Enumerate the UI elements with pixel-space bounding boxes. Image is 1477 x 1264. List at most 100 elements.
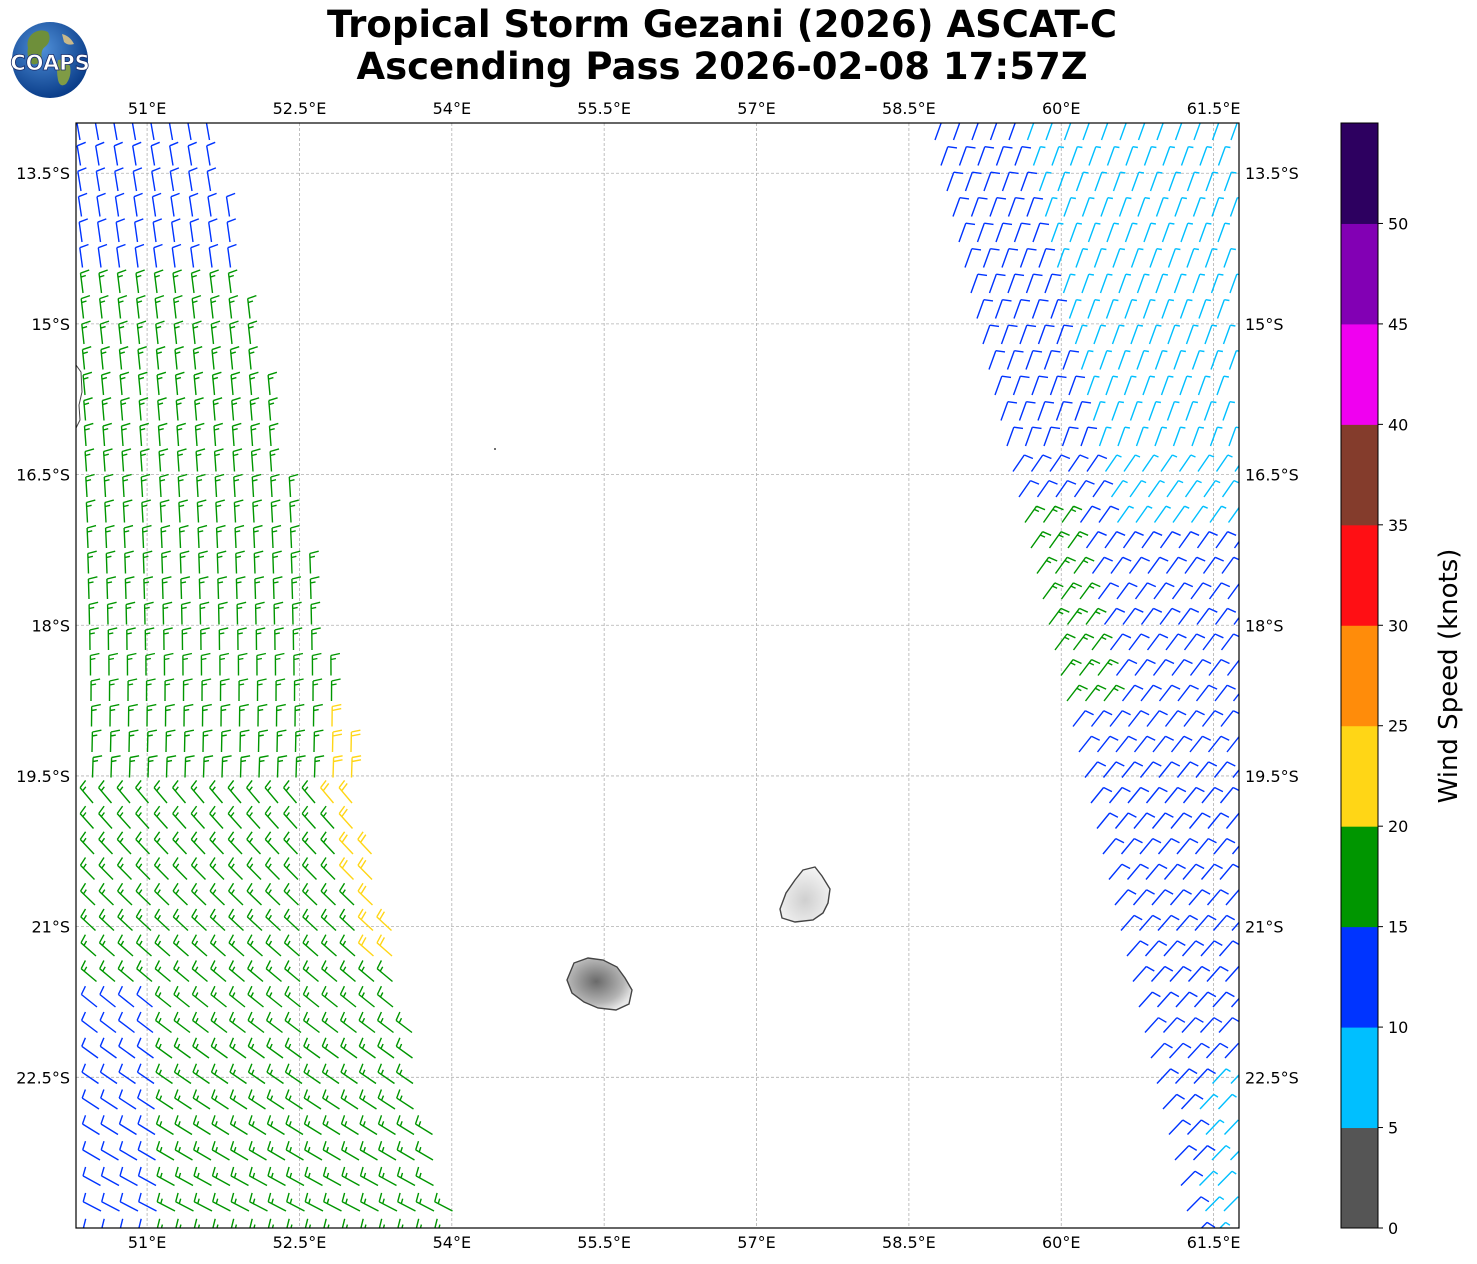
wind-barb [293, 652, 304, 676]
wind-barb [105, 550, 116, 574]
wind-barb [1229, 273, 1239, 294]
wind-barb [154, 960, 171, 983]
wind-barb [128, 755, 140, 778]
wind-barb [77, 167, 87, 192]
wind-barb [210, 294, 220, 319]
wind-barb [1188, 812, 1211, 829]
wind-barb [134, 243, 145, 268]
wind-barb [303, 1115, 322, 1136]
wind-barb [1125, 146, 1139, 166]
wind-barb [1151, 889, 1174, 906]
wind-barb [1128, 556, 1150, 574]
wind-barb [266, 1037, 284, 1059]
lat-tick-label-right: 13.5°S [1245, 164, 1299, 183]
wind-barb [156, 1192, 176, 1212]
wind-barb [1165, 556, 1187, 574]
wind-barb [1056, 324, 1074, 345]
wind-barb [98, 882, 114, 906]
wind-barb [220, 729, 232, 753]
wind-barb [154, 1011, 172, 1034]
wind-barb [321, 960, 338, 983]
wind-barb [1114, 889, 1137, 906]
wind-barb [1120, 914, 1143, 931]
wind-barb [1214, 607, 1237, 625]
wind-barb [1205, 1119, 1225, 1135]
wind-barb [1143, 222, 1157, 243]
lon-tick-label-bottom: 60°E [1042, 1233, 1080, 1252]
wind-barb [212, 397, 223, 421]
wind-barb [217, 576, 228, 600]
wind-barb [116, 857, 133, 880]
wind-barb [340, 1115, 359, 1136]
wind-barb [211, 1089, 229, 1110]
wind-barb [115, 218, 126, 243]
wind-barb [136, 960, 153, 983]
wind-barb [156, 1166, 175, 1187]
wind-barb [255, 627, 266, 651]
wind-barb [1137, 123, 1146, 141]
wind-barb [1115, 658, 1138, 676]
wind-barb [1208, 658, 1230, 676]
wind-barb [1219, 863, 1239, 880]
wind-barb [1144, 940, 1168, 957]
wind-barb [311, 627, 321, 651]
wind-barb [171, 218, 181, 243]
wind-barb [1192, 1145, 1216, 1161]
wind-barb [173, 320, 184, 345]
wind-barb [396, 1115, 415, 1136]
wind-barb [100, 1089, 118, 1110]
wind-barb [1163, 940, 1186, 957]
wind-barb [1203, 401, 1217, 421]
wind-barb [169, 167, 180, 192]
wind-barb [268, 397, 278, 421]
wind-barb [98, 908, 115, 932]
wind-barb [360, 1218, 367, 1228]
wind-barbs-layer [76, 123, 1239, 1228]
wind-barb [81, 1089, 100, 1110]
wind-barb [135, 779, 150, 804]
wind-barb [246, 882, 262, 906]
wind-barb [143, 576, 154, 600]
wind-barb [172, 857, 188, 880]
wind-barb [339, 960, 356, 983]
wind-barb [303, 1063, 321, 1085]
wind-barb [1181, 940, 1205, 957]
wind-barb [248, 346, 258, 370]
wind-barb [1229, 1150, 1239, 1161]
wind-barb [1111, 324, 1125, 345]
wind-barb [191, 908, 207, 932]
wind-barb [200, 652, 211, 676]
wind-barb [295, 755, 306, 778]
wind-barb [77, 192, 88, 217]
wind-barb [1143, 146, 1157, 166]
wind-barb [357, 831, 373, 855]
wind-barb [1171, 658, 1193, 676]
wind-barb [228, 882, 244, 906]
wind-barb [1141, 531, 1163, 549]
wind-barb [988, 273, 1006, 294]
wind-barb [1074, 324, 1088, 345]
wind-barb [95, 141, 105, 166]
wind-barb [396, 1089, 414, 1110]
wind-barb [227, 243, 237, 268]
wind-barb [1232, 768, 1239, 778]
wind-barb [1038, 248, 1056, 268]
wind-barb [1190, 582, 1212, 600]
wind-barb [1164, 786, 1187, 804]
wind-barb [1001, 171, 1019, 192]
wind-barb [1020, 171, 1038, 192]
wind-barb [1198, 1170, 1219, 1186]
wind-barb [1174, 1145, 1198, 1161]
coaps-logo: COAPS [10, 20, 90, 104]
wind-barb [1129, 401, 1143, 421]
wind-barb [250, 448, 261, 472]
wind-barb [194, 397, 204, 421]
wind-barb [127, 678, 138, 702]
wind-barb [1178, 454, 1196, 472]
wind-barb [132, 167, 143, 192]
wind-barb [139, 448, 150, 472]
wind-barb [209, 831, 225, 855]
wind-barb [1123, 454, 1141, 472]
wind-barb [237, 652, 248, 676]
wind-barb [322, 1140, 341, 1161]
